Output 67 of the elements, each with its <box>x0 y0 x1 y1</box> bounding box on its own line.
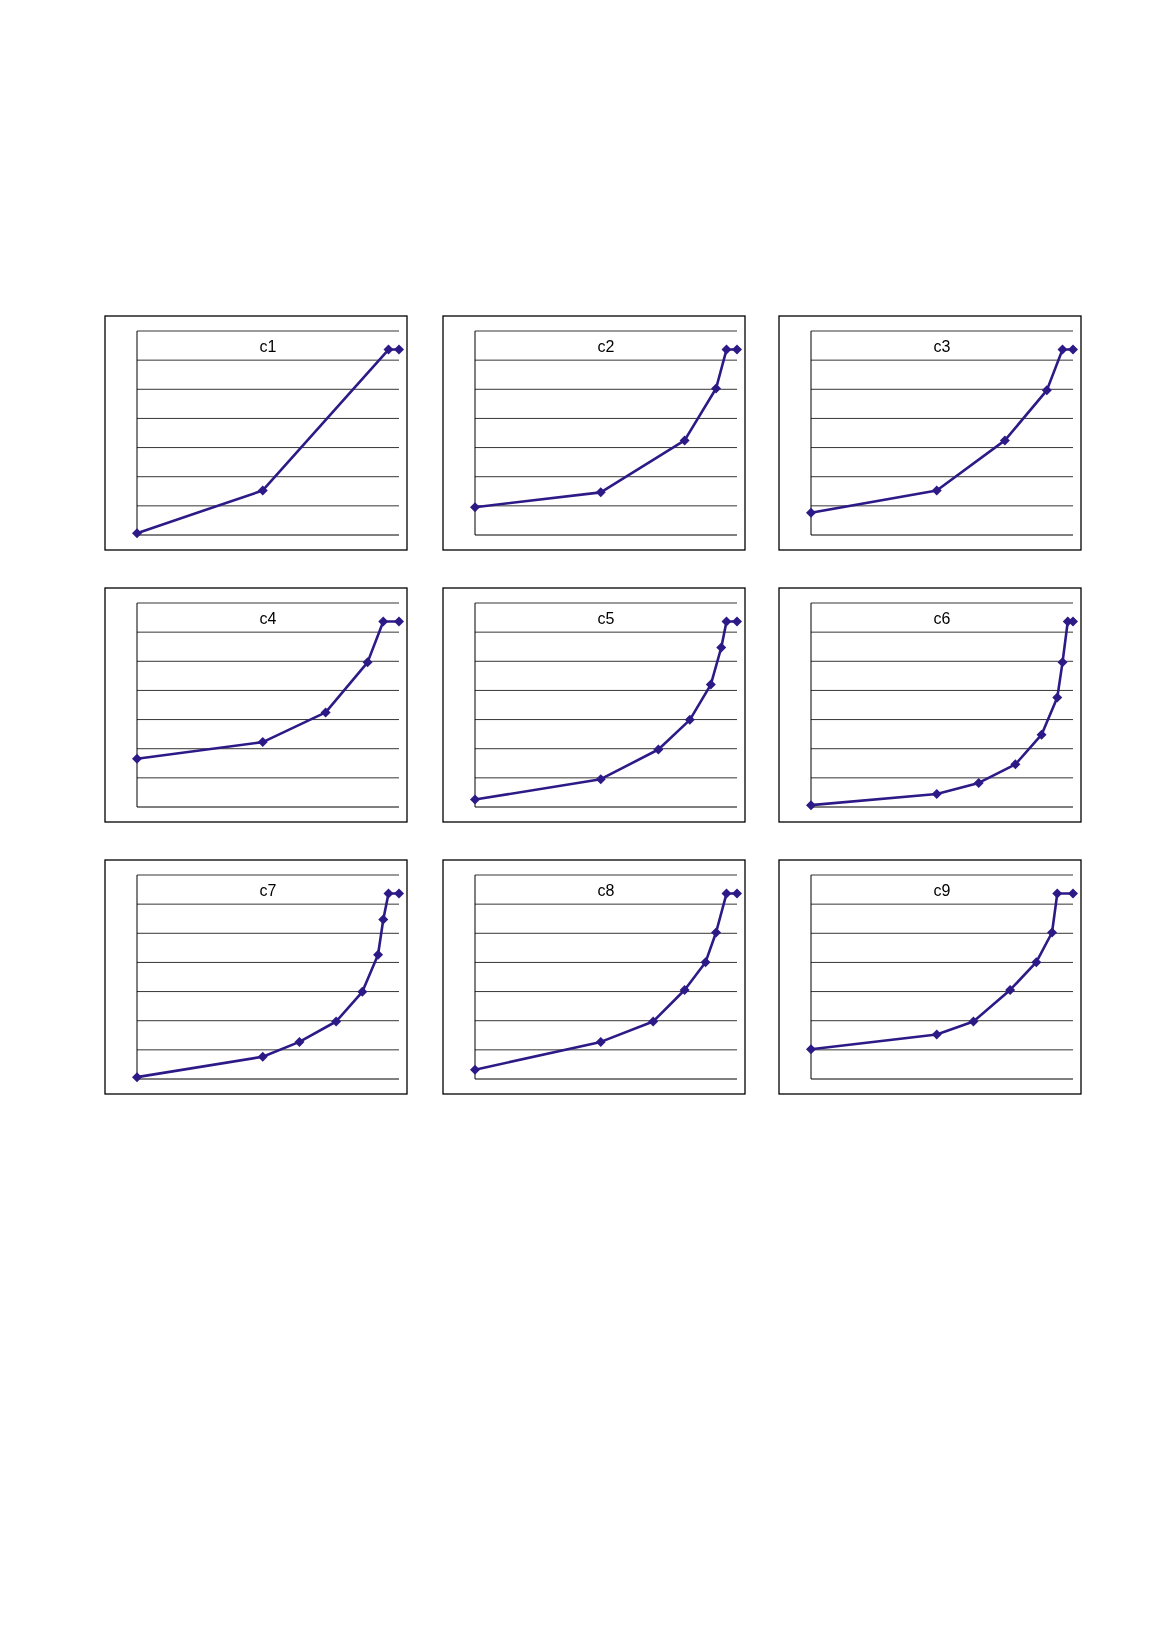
point <box>470 1064 480 1075</box>
point <box>394 616 404 627</box>
point <box>357 986 368 997</box>
chart-title: c6 <box>933 610 951 627</box>
point <box>595 774 606 785</box>
point <box>132 1072 142 1083</box>
point <box>653 744 664 755</box>
point <box>721 344 732 355</box>
point <box>1052 888 1063 899</box>
point <box>378 914 389 925</box>
point <box>257 1051 268 1062</box>
point <box>732 888 742 899</box>
point <box>470 794 480 805</box>
chart-title: c5 <box>597 610 615 627</box>
point <box>470 502 480 513</box>
point <box>378 616 389 627</box>
point <box>705 679 716 690</box>
point <box>294 1036 305 1047</box>
point <box>806 800 816 811</box>
point <box>1041 385 1052 396</box>
point <box>711 927 722 938</box>
point <box>1057 344 1068 355</box>
point <box>1052 692 1063 703</box>
point <box>1047 927 1058 938</box>
point <box>931 1029 942 1040</box>
point <box>973 777 984 788</box>
point <box>931 789 942 800</box>
chart-title: c9 <box>933 882 951 899</box>
point <box>1036 729 1047 740</box>
chart-title: c7 <box>259 882 277 899</box>
point <box>373 949 384 960</box>
point <box>383 888 394 899</box>
point <box>716 642 727 653</box>
point <box>700 957 711 968</box>
point <box>679 435 690 446</box>
point <box>711 383 722 394</box>
point <box>1068 344 1078 355</box>
point <box>1005 984 1016 995</box>
point <box>684 714 695 725</box>
chart-title: c8 <box>597 882 615 899</box>
point <box>806 1044 816 1055</box>
point <box>721 888 732 899</box>
point <box>732 616 742 627</box>
point <box>595 1036 606 1047</box>
point <box>806 507 816 518</box>
chart-title: c3 <box>933 338 951 355</box>
chart-title: c4 <box>259 610 277 627</box>
point <box>732 344 742 355</box>
point <box>721 616 732 627</box>
point <box>1057 657 1068 668</box>
point <box>648 1016 659 1027</box>
chart-title: c1 <box>259 338 277 355</box>
point <box>968 1016 979 1027</box>
point <box>595 487 606 498</box>
point <box>1031 957 1042 968</box>
point <box>679 984 690 995</box>
point <box>931 485 942 496</box>
point <box>331 1016 342 1027</box>
point <box>257 737 268 748</box>
point <box>394 888 404 899</box>
point <box>132 753 142 764</box>
chart-title: c2 <box>597 338 615 355</box>
point <box>320 707 331 718</box>
point <box>999 435 1010 446</box>
point <box>1010 759 1021 770</box>
point <box>1068 888 1078 899</box>
point <box>362 657 373 668</box>
